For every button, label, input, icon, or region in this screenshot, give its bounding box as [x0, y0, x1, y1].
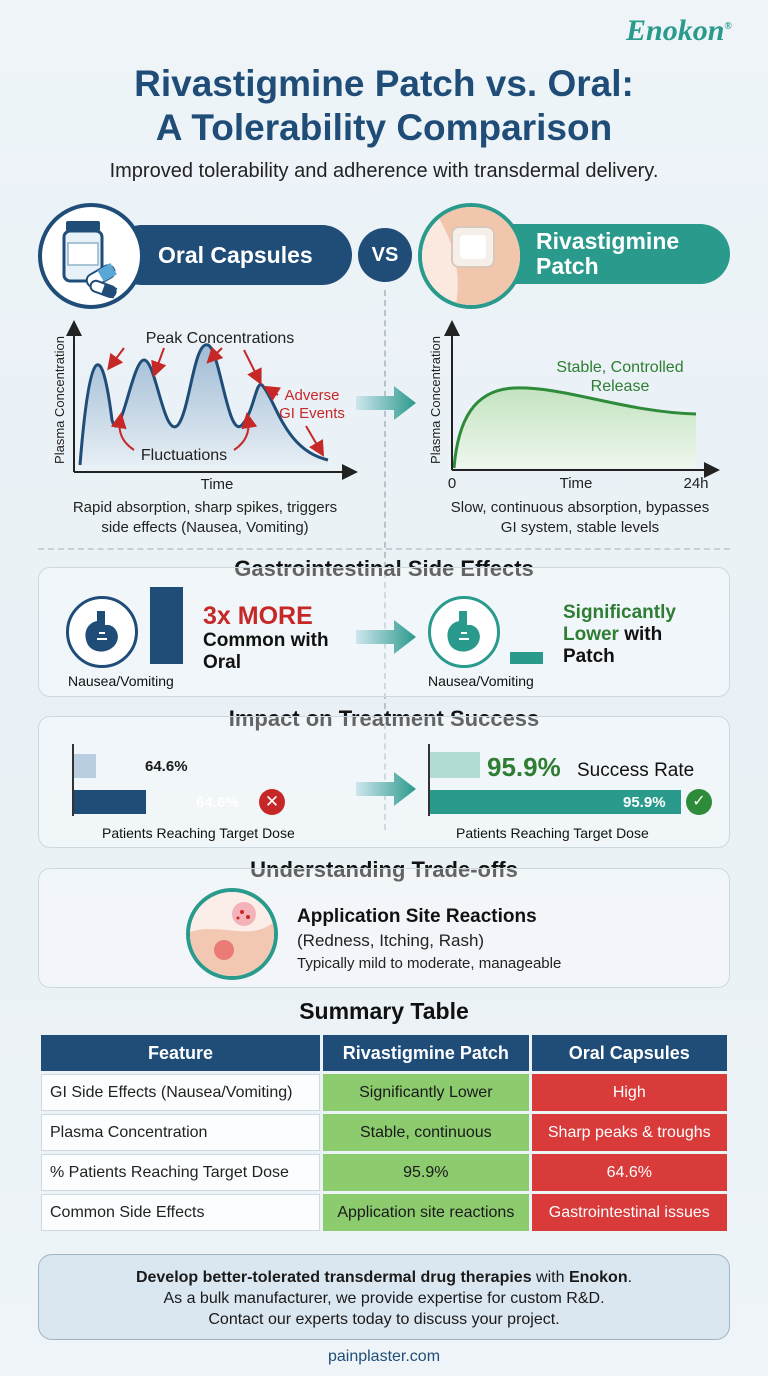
patch-gi-bar-label: Nausea/Vomiting — [428, 673, 534, 689]
fluctuations-label: Fluctuations — [141, 447, 227, 464]
stable-label-1: Stable, Controlled — [556, 359, 683, 376]
adverse-label-1: Adverse — [284, 387, 339, 404]
table-cell: % Patients Reaching Target Dose — [41, 1154, 321, 1191]
oral-target-light-value: 64.6% — [145, 758, 188, 775]
table-cell: Application site reactions — [323, 1194, 529, 1231]
arrow-right-icon — [356, 772, 416, 806]
table-header: Rivastigmine Patch — [323, 1035, 529, 1071]
patch-xlabel: Time — [560, 475, 593, 492]
page-subtitle: Improved tolerability and adherence with… — [109, 160, 659, 182]
adverse-label-2: GI Events — [279, 405, 345, 422]
patch-target-caption: Patients Reaching Target Dose — [456, 825, 649, 841]
oral-target-bar — [74, 790, 146, 814]
table-header: Feature — [41, 1035, 321, 1071]
oral-xlabel: Time — [201, 476, 234, 493]
impact-section-title: Impact on Treatment Success — [228, 706, 540, 731]
patch-plasma-chart: Plasma Concentration 0 Time 24h Stable, … — [428, 320, 720, 492]
table-cell: Common Side Effects — [41, 1194, 321, 1231]
table-row: GI Side Effects (Nausea/Vomiting) Signif… — [41, 1074, 727, 1111]
tradeoffs-sub: (Redness, Itching, Rash) — [297, 931, 485, 950]
divider-horizontal — [38, 548, 730, 550]
brand-logo: Enokon® — [626, 14, 732, 47]
oral-target-value: 64.6% — [196, 794, 239, 811]
cta-box: Develop better-tolerated transdermal dru… — [38, 1254, 730, 1340]
table-cell: Sharp peaks & troughs — [531, 1114, 727, 1151]
oral-plasma-chart: Plasma Concentration Time Peak Concentra… — [52, 320, 358, 493]
patch-gi-bar — [510, 652, 543, 664]
oral-gi-text: Common with Oral — [203, 630, 329, 673]
patch-gi-text: Significantly Lower with Patch — [563, 602, 676, 667]
oral-capsules-header: Oral Capsules — [112, 225, 352, 285]
success-check-icon: ✓ — [686, 789, 712, 815]
arrow-right-icon — [356, 386, 416, 420]
patch-target-bar-light — [430, 752, 480, 778]
arrow-right-icon — [356, 620, 416, 654]
tradeoffs-section-box — [38, 868, 730, 988]
table-cell: Plasma Concentration — [41, 1114, 321, 1151]
summary-table: Feature Rivastigmine Patch Oral Capsules… — [38, 1032, 730, 1234]
table-cell: GI Side Effects (Nausea/Vomiting) — [41, 1074, 321, 1111]
footer-link[interactable]: painplaster.com — [327, 1348, 441, 1365]
tradeoffs-desc: Typically mild to moderate, manageable — [297, 955, 562, 972]
fail-x-icon: ✕ — [259, 789, 285, 815]
stomach-icon — [428, 596, 500, 668]
table-cell: High — [531, 1074, 727, 1111]
oral-chart-caption: Rapid absorption, sharp spikes, triggers… — [72, 499, 338, 536]
table-header: Oral Capsules — [531, 1035, 727, 1071]
oral-ylabel: Plasma Concentration — [52, 336, 67, 464]
patch-x-end: 24h — [683, 475, 708, 492]
skin-patch-icon — [418, 203, 524, 309]
patch-target-bar — [430, 790, 681, 814]
patch-ylabel: Plasma Concentration — [428, 336, 443, 464]
table-row: Plasma Concentration Stable, continuous … — [41, 1114, 727, 1151]
patch-target-value: 95.9% — [623, 794, 666, 811]
stable-label-2: Release — [591, 378, 650, 395]
tradeoffs-section-title: Understanding Trade-offs — [250, 857, 518, 882]
vs-badge: VS — [358, 228, 412, 282]
skin-reaction-icon — [186, 888, 278, 980]
oral-target-bar-light — [74, 754, 96, 778]
summary-table-title: Summary Table — [299, 998, 469, 1024]
oral-target-caption: Patients Reaching Target Dose — [102, 825, 295, 841]
oral-bar-axis — [72, 744, 74, 816]
patch-success-stat: 95.9% — [487, 752, 561, 782]
pill-bottle-icon — [38, 203, 144, 309]
table-header-row: Feature Rivastigmine Patch Oral Capsules — [41, 1035, 727, 1071]
stomach-icon — [66, 596, 138, 668]
gi-section-title: Gastrointestinal Side Effects — [234, 556, 534, 581]
table-cell: 95.9% — [323, 1154, 529, 1191]
table-cell: Gastrointestinal issues — [531, 1194, 727, 1231]
patch-success-label: Success Rate — [577, 760, 695, 781]
table-cell: Stable, continuous — [323, 1114, 529, 1151]
oral-gi-stat: 3x MORE — [203, 602, 313, 630]
oral-gi-bar-label: Nausea/Vomiting — [68, 673, 174, 689]
patch-chart-caption: Slow, continuous absorption, bypasses GI … — [450, 499, 710, 536]
oral-gi-bar — [150, 587, 183, 664]
divider-vertical — [384, 290, 386, 830]
table-row: % Patients Reaching Target Dose 95.9% 64… — [41, 1154, 727, 1191]
patch-x-start: 0 — [448, 475, 456, 492]
page-title: Rivastigmine Patch vs. Oral: A Tolerabil… — [134, 63, 634, 148]
table-cell: 64.6% — [531, 1154, 727, 1191]
peaks-label: Peak Concentrations — [146, 330, 295, 347]
tradeoffs-heading: Application Site Reactions — [297, 906, 537, 927]
table-row: Common Side Effects Application site rea… — [41, 1194, 727, 1231]
patch-bar-axis — [428, 744, 430, 816]
table-cell: Significantly Lower — [323, 1074, 529, 1111]
